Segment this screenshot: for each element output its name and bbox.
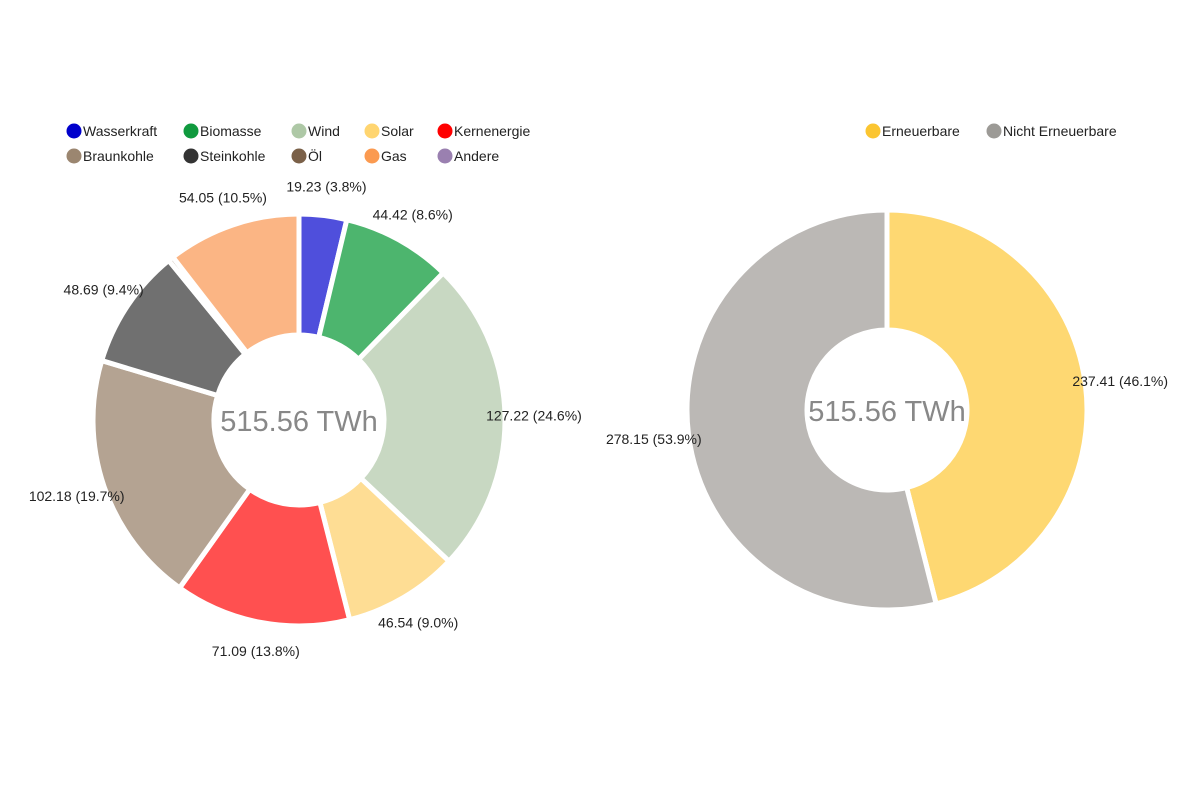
slice-kernenergie[interactable] <box>177 486 353 629</box>
legend-item[interactable]: Kernenergie <box>437 123 531 139</box>
legend-item[interactable]: Braunkohle <box>66 148 155 164</box>
data-label: 44.42 (8.6%) <box>373 206 453 222</box>
legend-item[interactable]: Andere <box>437 148 500 164</box>
legend-marker-icon <box>66 123 82 139</box>
legend-marker-icon <box>183 148 199 164</box>
legend-item[interactable]: Öl <box>291 147 323 164</box>
slice-wind[interactable] <box>356 270 508 564</box>
legend-label: Wind <box>308 123 340 139</box>
legend-label: Kernenergie <box>454 123 530 139</box>
legend-label: Biomasse <box>200 123 262 139</box>
legend-label: Braunkohle <box>83 148 154 164</box>
slice-erneuerbare[interactable] <box>884 207 1090 607</box>
legend-item[interactable]: Gas <box>364 148 407 164</box>
legend-item[interactable]: Solar <box>364 123 415 139</box>
legend-label: Wasserkraft <box>83 123 157 139</box>
legend-marker-icon <box>986 123 1002 139</box>
legend-marker-icon <box>437 123 453 139</box>
legend-label: Solar <box>381 123 414 139</box>
data-label: 127.22 (24.6%) <box>486 407 582 423</box>
legend-label: Andere <box>454 148 499 164</box>
data-label: 54.05 (10.5%) <box>179 190 267 206</box>
data-label: 46.54 (9.0%) <box>378 615 458 631</box>
legend-item[interactable]: Biomasse <box>183 123 262 139</box>
center-total-label: 515.56 TWh <box>808 396 965 428</box>
legend-item[interactable]: Erneuerbare <box>865 123 961 139</box>
legend-marker-icon <box>364 123 380 139</box>
data-label: 237.41 (46.1%) <box>1072 373 1168 389</box>
legend-marker-icon <box>66 148 82 164</box>
legend-label: Nicht Erneuerbare <box>1003 123 1117 139</box>
legend-marker-icon <box>364 148 380 164</box>
slice-gas[interactable] <box>170 211 302 356</box>
legend-label: Steinkohle <box>200 148 266 164</box>
legend-marker-icon <box>291 123 307 139</box>
data-label: 48.69 (9.4%) <box>64 281 144 297</box>
legend-label: Gas <box>381 148 407 164</box>
data-label: 102.18 (19.7%) <box>29 488 125 504</box>
center-total-label: 515.56 TWh <box>220 406 377 438</box>
legend-label: Öl <box>308 147 322 164</box>
legend-label: Erneuerbare <box>882 123 960 139</box>
data-label: 19.23 (3.8%) <box>286 179 366 195</box>
legend-marker-icon <box>437 148 453 164</box>
data-label: 278.15 (53.9%) <box>606 431 702 447</box>
legend-marker-icon <box>291 148 307 164</box>
legend-item[interactable]: Wind <box>291 123 340 139</box>
legend-item[interactable]: Steinkohle <box>183 148 266 164</box>
legend-item[interactable]: Nicht Erneuerbare <box>986 123 1117 139</box>
slice-nicht-erneuerbare[interactable] <box>684 207 939 613</box>
slice-braunkohle[interactable] <box>90 358 253 591</box>
legend-marker-icon <box>865 123 881 139</box>
data-label: 71.09 (13.8%) <box>212 643 300 659</box>
legend-marker-icon <box>183 123 199 139</box>
legend-item[interactable]: Wasserkraft <box>66 123 158 139</box>
